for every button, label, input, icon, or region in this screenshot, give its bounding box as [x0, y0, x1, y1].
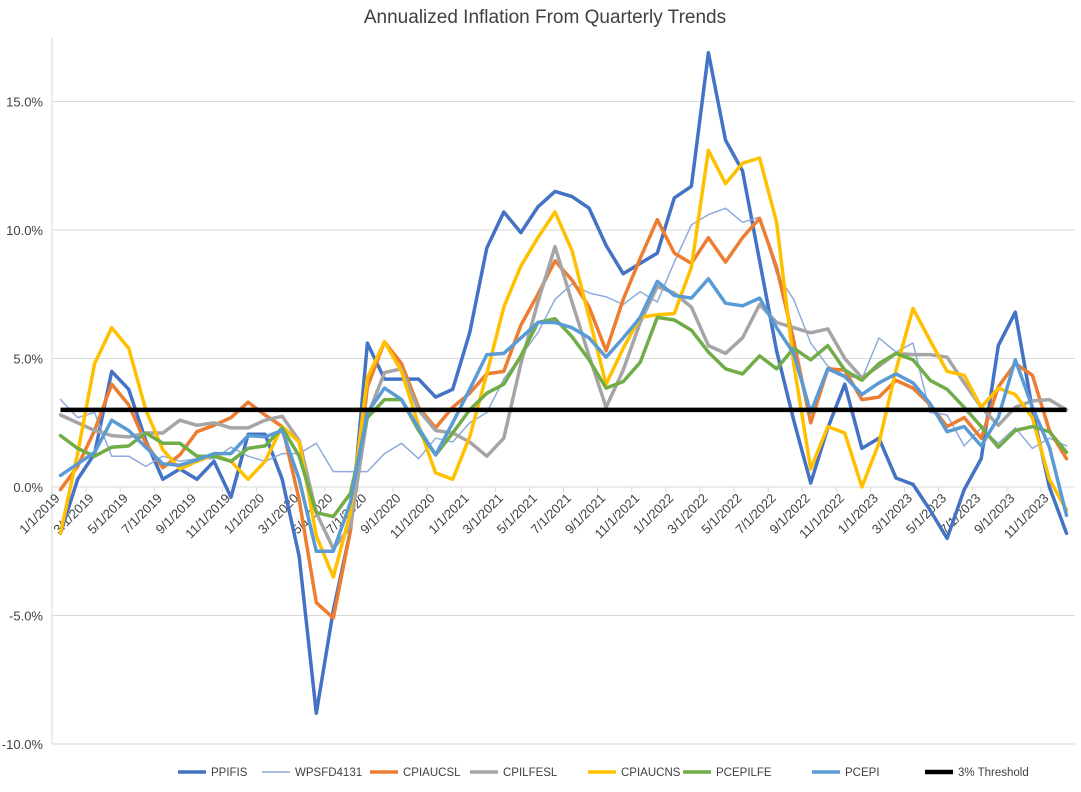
legend-label: CPILFESL [503, 767, 558, 779]
chart-title: Annualized Inflation From Quarterly Tren… [364, 7, 726, 28]
series-line-pcepi [58, 277, 1069, 554]
legend-label: PCEPILFE [716, 767, 772, 779]
y-axis: -10.0% -5.0% 0.0% 5.0% 10.0% 15.0% [2, 37, 53, 752]
series-line-pcepilfe [58, 315, 1069, 519]
legend-item: PCEPI [812, 767, 880, 779]
series-lines [58, 50, 1069, 715]
legend-label: CPIAUCSL [403, 767, 461, 779]
legend-item: CPILFESL [470, 767, 558, 779]
y-tick-label: -10.0% [2, 737, 44, 752]
legend-item: CPIAUCSL [370, 767, 461, 779]
legend: PPIFIS WPSFD4131 CPIAUCSL CPILFESL CPIAUCNS P… [178, 767, 1029, 779]
legend-item: PCEPILFE [683, 767, 772, 779]
y-tick-label: 10.0% [6, 223, 43, 238]
series-line-ppifis [58, 50, 1069, 715]
y-tick-label: 0.0% [13, 480, 43, 495]
legend-item: CPIAUCNS [588, 767, 681, 779]
x-axis: 1/1/20193/1/20195/1/20197/1/20199/1/2019… [16, 487, 1052, 541]
legend-item: PPIFIS [178, 767, 248, 779]
legend-item: 3% Threshold [925, 767, 1029, 779]
y-tick-label: 15.0% [6, 95, 43, 110]
y-tick-label: -5.0% [9, 609, 43, 624]
legend-label: PCEPI [845, 767, 880, 779]
legend-label: WPSFD4131 [295, 767, 362, 779]
y-tick-label: 5.0% [13, 352, 43, 367]
legend-item: WPSFD4131 [262, 767, 362, 779]
series-line-wpsfd4131 [59, 207, 1068, 473]
legend-label: PPIFIS [211, 767, 248, 779]
legend-label: 3% Threshold [958, 767, 1029, 779]
legend-label: CPIAUCNS [621, 767, 681, 779]
